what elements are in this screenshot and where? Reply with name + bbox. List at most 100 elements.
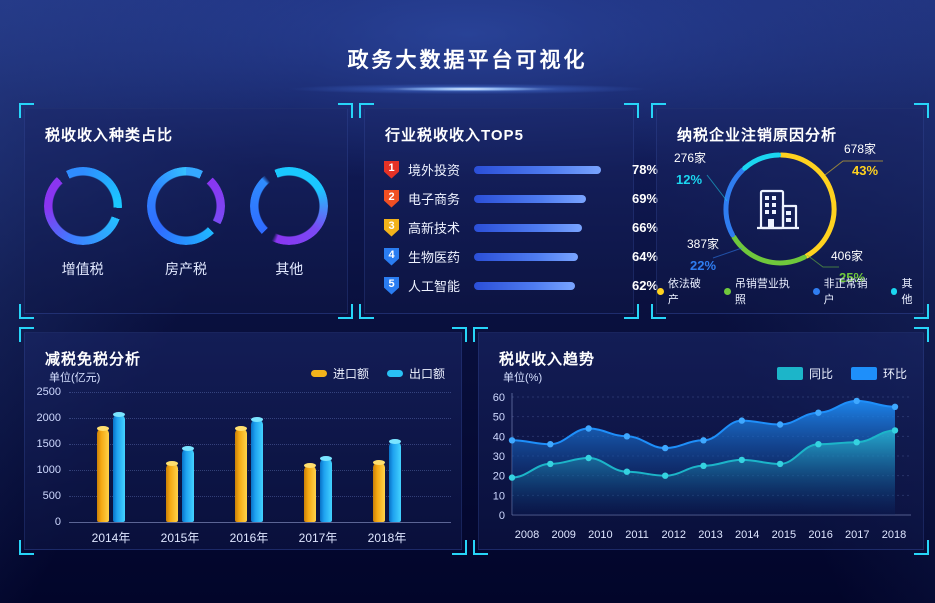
legend-dot (724, 287, 731, 295)
point-huanbi (508, 437, 516, 444)
ring-label: 增值税 (61, 261, 104, 277)
gradient-ring: 22% (43, 167, 122, 245)
legend-swatch (386, 370, 403, 377)
bar-出口额 (113, 411, 125, 522)
x-tick-label: 2012 (662, 529, 686, 541)
panel-industry-top5: 行业税收收入TOP5 1 境外投资 78% 2 电子商务 69% 3 高新技术 … (359, 103, 658, 319)
legend-item[interactable]: 出口额 (386, 365, 445, 382)
bar-track (474, 165, 620, 174)
y-axis-unit: 单位(亿元) (49, 372, 101, 384)
point-tongbi (738, 456, 745, 464)
legend-item[interactable]: 同比 (776, 365, 833, 382)
industry-bar (474, 165, 601, 174)
donut-zengzhishui: 22% 增值税 (33, 167, 133, 279)
industry-label: 生物医药 (408, 250, 461, 265)
y-tick-label: 1000 (36, 464, 61, 476)
legend-item[interactable]: 进口额 (310, 365, 369, 382)
area-chart-legend: 同比 环比 (776, 365, 907, 382)
callout-line (712, 247, 743, 259)
area-chart: 0 10 20 30 40 50 60 2008 2009 2010 2011 2012 2013 201… (493, 392, 911, 541)
bar-进口额 (97, 426, 109, 522)
industry-bar (474, 223, 582, 232)
top5-row: 3 高新技术 66% (384, 213, 658, 242)
corner-bracket (473, 327, 488, 342)
panel-title: 减税免税分析 (45, 351, 142, 368)
legend-item[interactable]: 环比 (850, 365, 907, 382)
x-tick-label: 2015 (772, 529, 796, 541)
industry-label: 境外投资 (408, 163, 461, 178)
point-tongbi (662, 472, 669, 479)
x-tick-label: 2008 (515, 529, 539, 541)
bar-cap (235, 426, 247, 432)
corner-bracket (624, 304, 639, 319)
bar-进口额 (166, 461, 178, 522)
point-huanbi (891, 403, 899, 410)
x-tick-label: 2014 (735, 529, 759, 541)
corner-bracket (651, 103, 666, 118)
legend-item[interactable]: 其他 (890, 275, 923, 307)
donut-arc (731, 234, 807, 266)
corner-bracket (359, 304, 374, 319)
legend-label: 其他 (901, 278, 913, 306)
bar-cap (373, 460, 385, 466)
bar-chart-legend: 进口额 出口额 (310, 365, 445, 382)
point-huanbi (547, 441, 554, 448)
dereg-callout: 276家 12% (674, 151, 706, 187)
point-tongbi (891, 427, 899, 434)
bar-track (474, 281, 620, 290)
x-tick-label: 2017年 (298, 531, 338, 545)
panel-tax-trend: 税收收入趋势 单位(%) 同比 环比 0 10 20 30 40 50 60 2008 2009… (473, 327, 929, 555)
callout-percent: 25% (839, 270, 866, 285)
industry-bar (474, 252, 578, 261)
corner-bracket (473, 540, 488, 555)
ring-percent: 13% (269, 194, 310, 217)
industry-value: 78% (632, 162, 659, 177)
deregistration-donut-chart (706, 152, 883, 268)
industry-label: 电子商务 (408, 192, 461, 207)
bar-cap (389, 438, 401, 444)
legend-item[interactable]: 依法破产 (657, 275, 711, 307)
corner-bracket (359, 103, 374, 118)
ring-group: 22% 增值税 76% 房产税 13% 其他 (25, 167, 347, 279)
legend-item[interactable]: 非正常销户 (812, 275, 878, 307)
corner-bracket (452, 540, 467, 555)
deregistration-legend: 依法破产 吊销营业执照 非正常销户 其他 (657, 275, 923, 307)
point-huanbi (662, 444, 669, 452)
y-tick-label: 20 (493, 471, 505, 483)
legend-label: 环比 (882, 367, 907, 381)
callout-line (806, 254, 839, 268)
donut-arc (778, 152, 837, 259)
corner-bracket (19, 327, 34, 342)
callout-percent: 12% (676, 172, 703, 187)
bar-出口额 (389, 438, 401, 522)
donut-arc (742, 152, 782, 171)
x-tick-label: 2016年 (229, 531, 269, 545)
industry-bar (474, 194, 586, 203)
corner-bracket (19, 103, 34, 118)
point-tongbi (623, 468, 631, 475)
x-tick-label: 2016 (808, 529, 832, 541)
ring-label: 房产税 (164, 261, 207, 277)
legend-item[interactable]: 吊销营业执照 (724, 275, 800, 307)
bar-cap (320, 456, 332, 462)
gradient-ring: 76% (146, 167, 225, 245)
dereg-callout: 406家 25% (831, 249, 865, 285)
donut-fangchanshui: 76% 房产税 (136, 167, 236, 279)
callout-count: 276家 (674, 151, 707, 165)
corner-bracket (19, 304, 34, 319)
point-tongbi (508, 474, 516, 481)
x-tick-label: 2010 (588, 529, 612, 541)
legend-label: 出口额 (408, 367, 445, 381)
x-tick-label: 2018 (882, 529, 906, 541)
building-icon (757, 189, 799, 230)
building-windows (765, 196, 791, 228)
corner-bracket (338, 304, 353, 319)
bar-track (474, 194, 620, 203)
point-huanbi (776, 421, 784, 428)
callout-count: 387家 (687, 237, 720, 251)
ring-label: 其他 (275, 261, 304, 277)
panel-tax-type: 税收收入种类占比 22% 增值税 76% 房产税 13% 其他 (19, 103, 353, 319)
gradient-ring: 13% (250, 167, 329, 245)
y-tick-label: 0 (54, 516, 61, 528)
